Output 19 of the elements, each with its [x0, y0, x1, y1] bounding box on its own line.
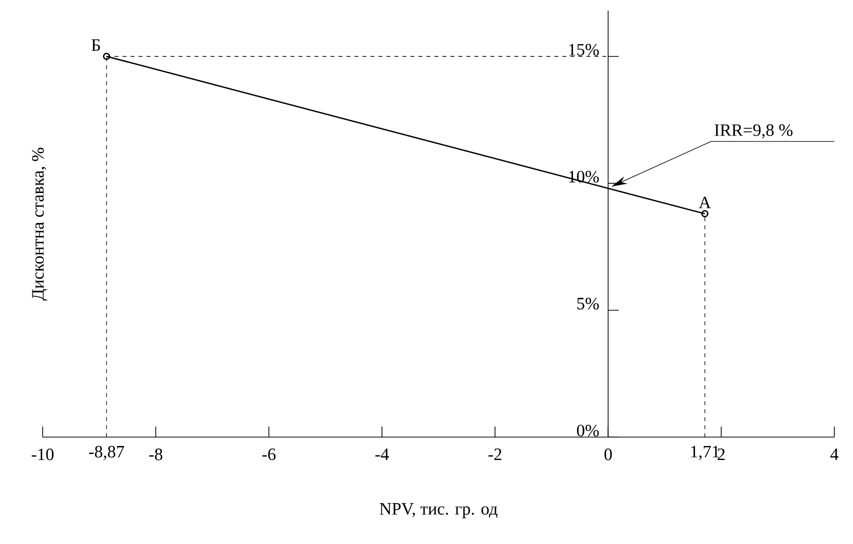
x-tick-label: -8,87	[89, 446, 124, 460]
x-axis-title: NPV, тис. гр. од	[380, 503, 498, 518]
x-tick-label: 0	[604, 448, 612, 460]
x-tick-label: -10	[32, 448, 54, 460]
annotation: A	[698, 196, 711, 208]
x-tick-label: -2	[488, 448, 502, 460]
x-tick-label: -4	[375, 448, 389, 460]
y-tick-label: 10%	[569, 170, 599, 183]
annotation: IRR=9,8 %	[714, 124, 792, 139]
x-tick-label: -6	[262, 448, 276, 460]
y-axis-title: Дисконтна ставка, %	[32, 148, 48, 301]
x-tick-label: 4	[830, 448, 838, 460]
y-tick-label: 5%	[577, 298, 599, 310]
x-tick-label: 2	[718, 448, 725, 460]
x-tick-label: -8	[149, 448, 162, 460]
annotation: Б	[92, 40, 100, 51]
y-tick-label: 0%	[577, 424, 599, 437]
y-tick-label: 15%	[569, 44, 599, 56]
x-tick-label: 1,71	[691, 446, 719, 460]
